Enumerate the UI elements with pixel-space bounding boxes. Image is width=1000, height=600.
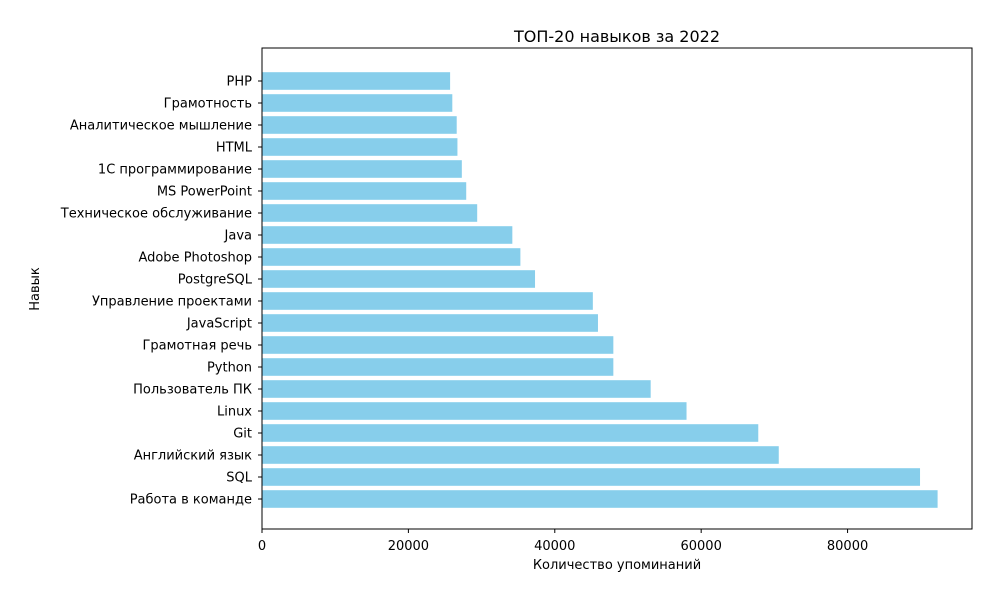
plot-frame — [261, 47, 973, 530]
y-tick-label: Техническое обслуживание — [60, 207, 252, 222]
y-tick-label: Управление проектами — [92, 295, 252, 310]
y-axis-ticks: Работа в команде SQL Английский язык Git Lin… — [60, 75, 262, 508]
bar — [262, 72, 451, 90]
x-tick-label: 40000 — [534, 539, 575, 554]
bar — [262, 94, 453, 112]
y-tick-label: MS PowerPoint — [157, 185, 252, 200]
bar — [262, 182, 467, 200]
y-tick-label: Работа в команде — [130, 493, 252, 508]
y-tick-label: Грамотная речь — [143, 339, 253, 354]
bar — [262, 292, 593, 310]
x-tick-label: 80000 — [827, 539, 868, 554]
y-tick-label: Python — [207, 361, 252, 376]
bar — [262, 248, 521, 266]
y-tick-label: 1С программирование — [98, 163, 252, 178]
y-tick-label: Пользователь ПК — [133, 383, 252, 398]
y-axis-label: Навык — [28, 267, 43, 311]
y-tick-label: PHP — [227, 75, 253, 90]
bar — [262, 270, 536, 288]
y-tick-label: PostgreSQL — [178, 273, 253, 288]
x-tick-label: 60000 — [680, 539, 721, 554]
y-tick-label: Git — [233, 427, 252, 442]
bar — [262, 314, 598, 332]
x-axis-ticks: 0 20000 40000 60000 80000 — [258, 529, 868, 554]
y-tick-label: Linux — [217, 405, 252, 420]
x-tick-label: 20000 — [388, 539, 429, 554]
bars-group — [262, 72, 938, 508]
bar — [262, 402, 687, 420]
x-tick-label: 0 — [258, 539, 266, 554]
x-axis-label: Количество упоминаний — [533, 558, 701, 573]
bar — [262, 116, 457, 134]
bar — [262, 226, 513, 244]
bar — [262, 358, 614, 376]
chart-title: ТОП-20 навыков за 2022 — [513, 27, 720, 46]
bar — [262, 468, 921, 486]
y-tick-label: Java — [224, 229, 252, 244]
bar — [262, 160, 462, 178]
bar — [262, 336, 614, 354]
y-tick-label: SQL — [226, 471, 252, 486]
y-tick-label: Английский язык — [134, 449, 252, 464]
bar — [262, 138, 458, 156]
bar — [262, 204, 478, 222]
bar — [262, 446, 779, 464]
bar — [262, 380, 651, 398]
y-tick-label: Adobe Photoshop — [138, 251, 252, 266]
y-tick-label: Аналитическое мышление — [70, 119, 252, 134]
y-tick-label: Грамотность — [164, 97, 252, 112]
bar — [262, 424, 759, 442]
bar — [262, 490, 938, 508]
y-tick-label: HTML — [216, 141, 253, 156]
y-tick-label: JavaScript — [186, 317, 252, 332]
